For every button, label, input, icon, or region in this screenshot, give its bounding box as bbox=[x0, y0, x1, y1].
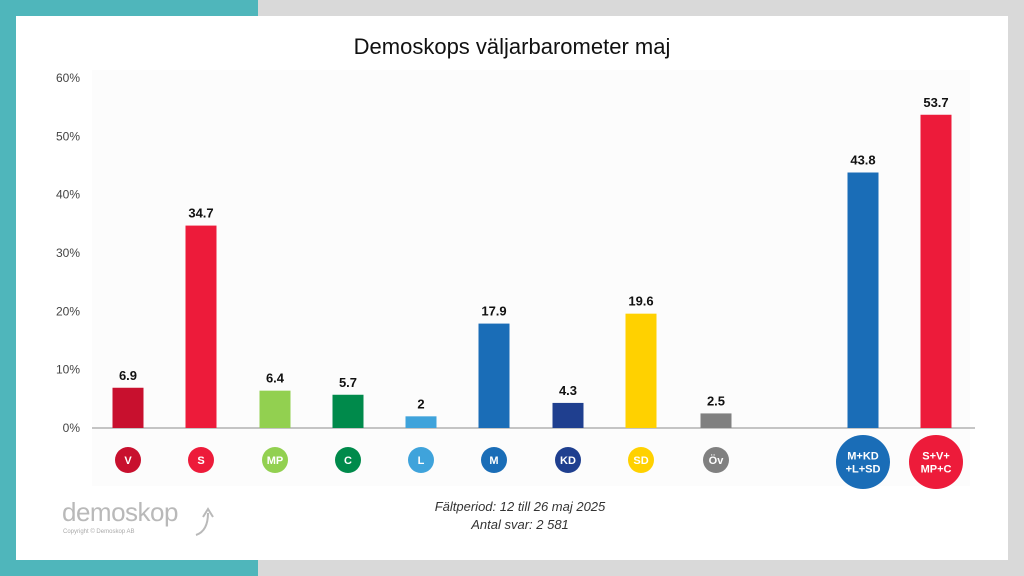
category-label: KD bbox=[560, 455, 576, 467]
data-label: 6.9 bbox=[119, 368, 137, 383]
y-tick-label: 60% bbox=[56, 71, 80, 85]
bar bbox=[112, 387, 144, 428]
category-label: L bbox=[418, 455, 425, 467]
data-label: 53.7 bbox=[923, 95, 948, 110]
bar bbox=[920, 114, 952, 428]
logo-arrow-icon bbox=[195, 507, 214, 536]
category-badges: V S MP C L M KD SD Öv M+KD +L+SD S+V+ MP+C bbox=[115, 435, 963, 489]
data-label: 2 bbox=[417, 396, 424, 411]
category-badge bbox=[555, 447, 581, 473]
bars bbox=[112, 114, 952, 428]
y-tick-label: 0% bbox=[63, 421, 81, 435]
category-label: Öv bbox=[709, 454, 725, 467]
bar bbox=[185, 225, 217, 428]
y-tick-label: 50% bbox=[56, 129, 80, 143]
bar bbox=[552, 402, 584, 428]
plot-area bbox=[92, 70, 970, 486]
category-badge bbox=[481, 447, 507, 473]
y-tick-label: 10% bbox=[56, 363, 80, 377]
category-badge bbox=[335, 447, 361, 473]
data-label: 4.3 bbox=[559, 383, 577, 398]
bar bbox=[700, 413, 732, 428]
chart-title: Demoskops väljarbarometer maj bbox=[353, 34, 671, 59]
category-label: SD bbox=[633, 455, 648, 467]
category-label: C bbox=[344, 455, 352, 467]
category-badge bbox=[836, 435, 890, 489]
demoskop-logo: demoskop Copyright © Demoskop AB bbox=[62, 497, 222, 547]
category-label: M+KD +L+SD bbox=[846, 451, 881, 476]
category-badge bbox=[909, 435, 963, 489]
category-badge bbox=[188, 447, 214, 473]
data-labels: 6.9 34.7 6.4 5.7 2 17.9 4.3 19.6 2.5 43.8 53.7 bbox=[119, 95, 949, 412]
category-label: S bbox=[197, 455, 204, 467]
data-label: 17.9 bbox=[481, 304, 506, 319]
y-tick-label: 40% bbox=[56, 188, 80, 202]
bar bbox=[625, 313, 657, 428]
bar bbox=[478, 323, 510, 428]
data-label: 6.4 bbox=[266, 371, 285, 386]
data-label: 5.7 bbox=[339, 375, 357, 390]
data-label: 2.5 bbox=[707, 393, 725, 408]
bar bbox=[259, 390, 291, 428]
category-label: V bbox=[124, 455, 132, 467]
category-badge bbox=[628, 447, 654, 473]
bar bbox=[332, 394, 364, 428]
data-label: 19.6 bbox=[628, 294, 653, 309]
fieldwork-period: Fältperiod: 12 till 26 maj 2025 bbox=[434, 499, 606, 514]
y-tick-label: 20% bbox=[56, 304, 80, 318]
category-label: MP bbox=[267, 455, 284, 467]
bar bbox=[405, 416, 437, 428]
category-badge bbox=[408, 447, 434, 473]
y-axis: 0% 10% 20% 30% 40% 50% 60% bbox=[56, 71, 80, 435]
data-label: 34.7 bbox=[188, 206, 213, 221]
bar bbox=[847, 172, 879, 428]
category-badge bbox=[262, 447, 288, 473]
category-badge bbox=[703, 447, 729, 473]
logo-copyright: Copyright © Demoskop AB bbox=[63, 529, 135, 535]
category-label: S+V+ MP+C bbox=[921, 451, 952, 476]
y-tick-label: 30% bbox=[56, 246, 80, 260]
category-badge bbox=[115, 447, 141, 473]
data-label: 43.8 bbox=[850, 153, 875, 168]
category-label: M bbox=[489, 455, 498, 467]
sample-size: Antal svar: 2 581 bbox=[471, 517, 569, 532]
logo-wordmark: demoskop bbox=[62, 497, 178, 527]
